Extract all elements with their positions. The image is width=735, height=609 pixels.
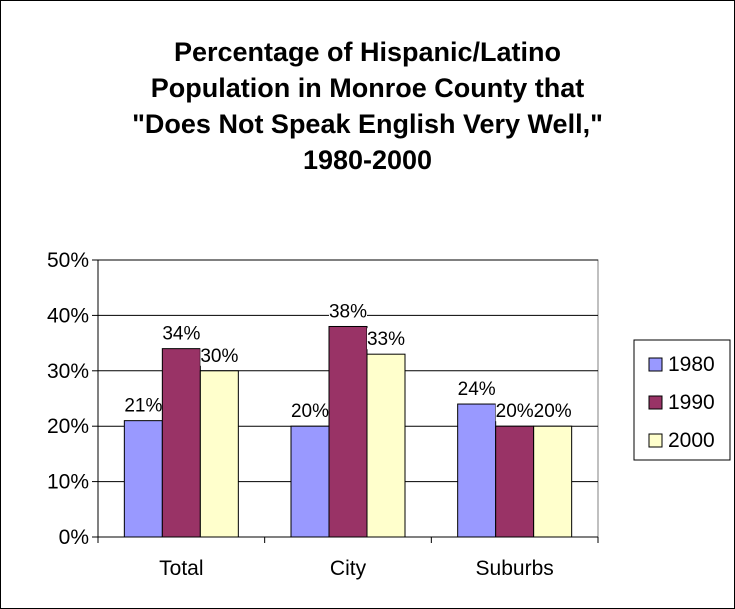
y-tick-label: 50%	[47, 249, 89, 272]
x-tick-label: Total	[159, 557, 203, 580]
legend-swatch-2000	[648, 433, 663, 448]
chart-title-line-3: "Does Not Speak English Very Well,"	[132, 109, 603, 139]
data-label-background	[329, 300, 367, 322]
y-tick-label: 20%	[47, 415, 89, 438]
data-label-background	[533, 400, 572, 422]
y-tick-label: 10%	[47, 471, 89, 494]
data-label-background	[457, 378, 496, 400]
data-label-background	[162, 322, 201, 344]
data-label: 34%	[162, 324, 200, 345]
bar-1980-suburbs	[457, 403, 497, 538]
data-label-background	[291, 400, 329, 422]
data-label-background	[124, 394, 163, 416]
data-label-background	[495, 400, 534, 422]
bar-1980-total	[123, 420, 163, 538]
legend-label-1980: 1980	[668, 353, 715, 376]
legend-label-2000: 2000	[668, 429, 715, 452]
legend-label-1990: 1990	[668, 391, 715, 414]
bar-1990-city	[328, 325, 368, 538]
chart-title-line-4: 1980-2000	[302, 145, 433, 175]
bar-2000-total	[199, 370, 239, 538]
x-tick-label: City	[330, 557, 367, 580]
chart-title-line-2: Population in Monroe County that	[150, 73, 585, 103]
y-tick-label: 0%	[59, 526, 89, 549]
data-label: 38%	[329, 301, 367, 322]
data-label: 20%	[291, 401, 329, 422]
data-label: 20%	[496, 401, 534, 422]
data-label: 30%	[200, 346, 238, 367]
data-label-background	[367, 328, 405, 350]
chart-title: Percentage of Hispanic/Latino Population…	[0, 34, 735, 178]
data-label: 20%	[534, 401, 572, 422]
x-tick-label: Suburbs	[476, 557, 554, 580]
bar-2000-suburbs	[533, 425, 573, 538]
chart-title-line-1: Percentage of Hispanic/Latino	[173, 37, 562, 67]
bar-2000-city	[366, 353, 406, 538]
legend-swatch-1990	[648, 395, 663, 410]
data-label: 33%	[367, 329, 405, 350]
y-tick-label: 30%	[47, 360, 89, 383]
legend-swatch-1980	[648, 357, 663, 372]
data-label: 21%	[124, 396, 162, 417]
bar-1980-city	[290, 425, 330, 538]
data-label: 24%	[458, 379, 496, 400]
data-label-background	[200, 344, 239, 366]
y-tick-label: 40%	[47, 304, 89, 327]
bar-1990-suburbs	[495, 425, 535, 538]
bar-1990-total	[161, 348, 201, 538]
